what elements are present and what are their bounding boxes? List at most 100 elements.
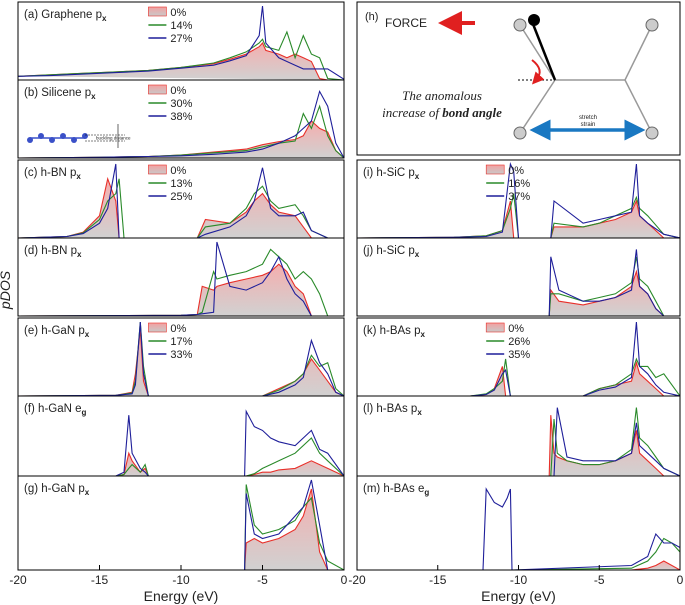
legend-swatch [148,322,167,333]
series-line [18,409,344,476]
plot-area [18,163,344,238]
force-label: FORCE [385,16,427,30]
panel-title: (k) h-BAs px [363,325,426,339]
annotation: buckling distance [96,136,131,141]
legend-swatch [485,322,505,333]
legend-label: 35% [508,349,530,361]
title-text: (e) h-GaN p [24,325,85,337]
caption-text: increase of [382,105,442,120]
series-line [357,407,680,476]
strain-label: stretch [579,115,597,121]
panel-title: (e) h-GaN px [24,325,90,339]
title-subscript: x [415,172,420,181]
title-text: (c) h-BN p [24,167,76,179]
title-subscript: x [417,408,422,417]
series-line [18,329,344,396]
series-line [18,241,344,316]
x-tick-label: -20 [9,573,27,587]
series-line [18,479,344,570]
legend-label: 14% [170,20,192,32]
panel-frame [17,237,345,317]
legend-label: 0% [508,323,524,335]
plot-area [18,479,344,570]
plot-area [357,407,680,476]
series-line [18,437,344,476]
strain-label: strain [581,122,596,128]
title-subscript: g [82,408,87,417]
panel-title: (i) h-SiC px [363,167,420,181]
plot-area [357,249,680,316]
series-line [357,360,680,396]
series-line [18,163,344,238]
legend-swatch [485,164,505,175]
series-line [18,451,344,476]
legend-label: 30% [170,98,192,110]
panel-title: (l) h-BAs px [363,403,422,417]
title-text: (m) h-BAs e [363,483,424,495]
plot-area [357,487,680,570]
x-tick-label: 0 [677,573,684,587]
title-text: (b) Silicene p [24,87,91,99]
atom [513,126,527,140]
x-tick-label: -5 [257,573,268,587]
legend-label: 0% [170,323,186,335]
legend-label: 16% [508,178,530,190]
panel-title: (c) h-BN px [24,167,81,181]
title-subscript: x [77,250,82,259]
panel-title: (f) h-GaN eg [24,403,87,417]
y-axis-label: pDOS [0,270,13,310]
x-tick-label: -15 [91,573,109,587]
series-line [357,249,680,316]
legend-label: 17% [170,336,192,348]
panel-frame [17,79,345,159]
plot-area [357,161,680,238]
title-subscript: x [85,330,90,339]
caption: The anomalous [402,88,482,103]
title-subscript: g [424,488,429,497]
panel-title: (d) h-BN px [24,245,82,259]
legend-label: 0% [170,85,186,97]
caption: increase of bond angle [382,105,502,120]
title-subscript: x [85,488,90,497]
series-line [357,161,680,238]
legend-swatch [148,6,167,17]
title-text: (g) h-GaN p [24,483,85,495]
x-tick-label: -20 [348,573,366,587]
series-line [18,5,344,80]
series-line [18,488,344,570]
series-line [18,484,344,570]
x-axis-label: Energy (eV) [481,588,556,604]
x-tick-label: -5 [594,573,605,587]
plot-area [18,5,344,80]
legend-label: 0% [170,7,186,19]
series-line [18,178,344,238]
atom [513,18,527,32]
x-tick-label: -10 [510,573,528,587]
plot-area [18,241,344,316]
panel-title: (a) Graphene px [24,9,107,23]
series-line [18,321,344,396]
panel-title: (g) h-GaN px [24,483,90,497]
title-subscript: x [421,330,426,339]
series-line [357,321,680,396]
legend-label: 0% [508,165,524,177]
series-line [357,269,680,316]
series-line [18,89,344,158]
plot-area [18,89,344,158]
series-line [357,487,680,570]
title-subscript: x [415,250,420,259]
displaced-bond [531,23,557,81]
legend-label: 0% [170,165,186,177]
legend-label: 38% [170,111,192,123]
series-line [18,263,344,316]
legend-label: 13% [170,178,192,190]
panel-frame [356,1,681,156]
panel-title: (b) Silicene px [24,87,96,101]
plot-area [357,321,680,396]
series-line [357,193,680,238]
panel-title: (m) h-BAs eg [363,483,429,497]
legend-swatch [148,164,167,175]
legend-label: 26% [508,336,530,348]
angle-arrow [531,59,545,85]
